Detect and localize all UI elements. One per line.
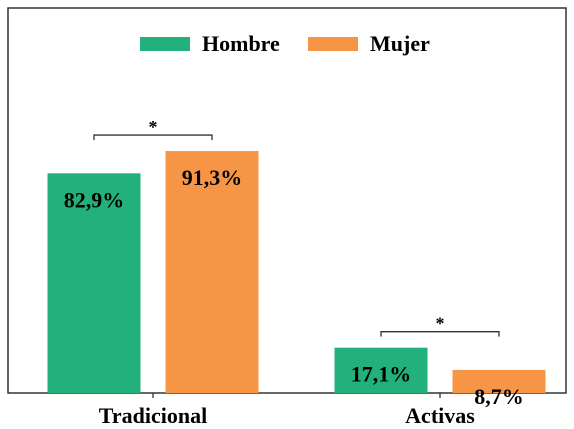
legend-label-hombre: Hombre xyxy=(202,31,280,56)
legend-swatch-hombre xyxy=(140,37,190,51)
data-label-hombre-activas: 17,1% xyxy=(351,362,412,387)
legend: Hombre Mujer xyxy=(140,31,430,56)
bar-mujer-tradicional xyxy=(165,151,259,393)
significance-star-activas: * xyxy=(436,314,445,334)
bar-hombre-activas xyxy=(334,347,428,393)
bars xyxy=(47,151,546,393)
x-axis: Tradicional Activas xyxy=(99,393,475,428)
x-tick-label-tradicional: Tradicional xyxy=(99,403,207,428)
significance-bracket-activas xyxy=(380,331,500,337)
data-label-hombre-tradicional: 82,9% xyxy=(64,187,125,212)
bar-mujer-activas xyxy=(452,369,546,393)
data-labels: 82,9% 91,3% 17,1% 8,7% xyxy=(64,165,524,409)
data-label-mujer-activas: 8,7% xyxy=(474,384,524,409)
data-label-mujer-tradicional: 91,3% xyxy=(182,165,243,190)
plot-frame xyxy=(7,7,567,394)
legend-label-mujer: Mujer xyxy=(370,31,430,56)
x-tick-label-activas: Activas xyxy=(405,403,475,428)
significance-star-tradicional: * xyxy=(149,117,158,137)
significance-bracket-tradicional xyxy=(93,134,213,141)
significance-brackets: ** xyxy=(93,117,500,337)
bar-hombre-tradicional xyxy=(47,173,141,393)
legend-swatch-mujer xyxy=(308,37,358,51)
